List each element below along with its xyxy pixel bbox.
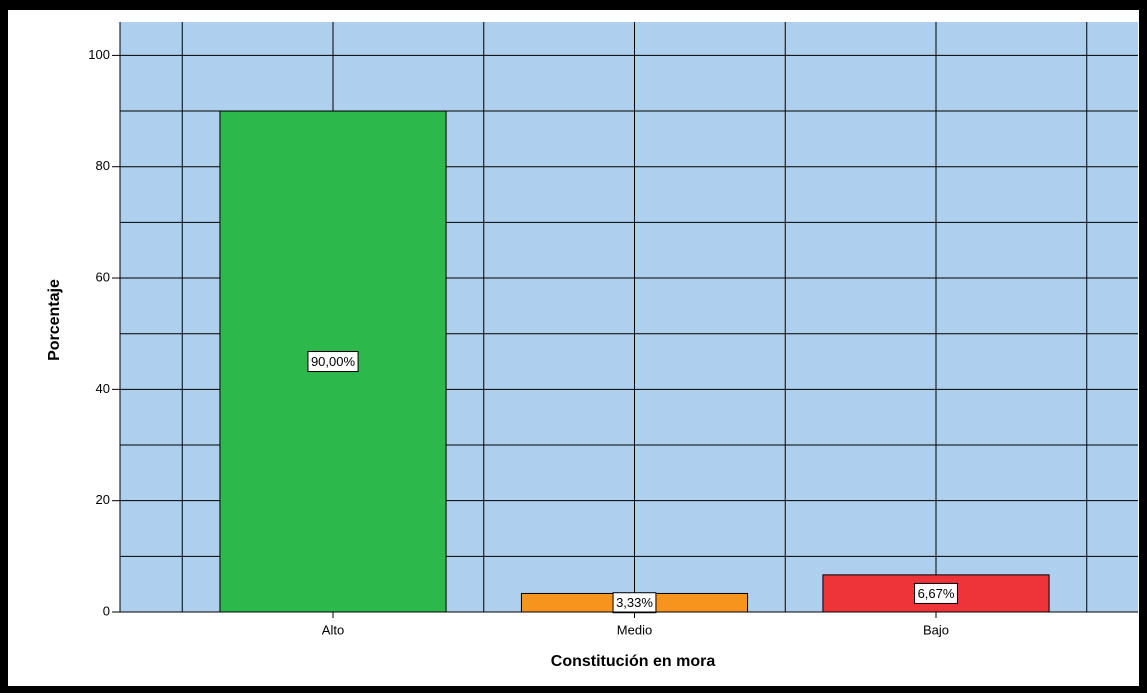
data-label-box: [914, 582, 958, 604]
y-tick-label: 100: [88, 47, 110, 62]
y-tick-label: 60: [96, 269, 110, 284]
x-axis-label: Constitución en mora: [551, 653, 716, 670]
x-tick-label: Medio: [617, 622, 652, 637]
data-label-box: [307, 351, 359, 373]
marks: 90,00% 3,33% 6,67%: [219, 110, 1050, 614]
y-tick-label: 40: [96, 381, 110, 396]
data-label: 3,33%: [616, 595, 653, 610]
data-label: 90,00%: [311, 354, 356, 369]
y-tick-label: 20: [96, 492, 110, 507]
y-axis-label: Porcentaje: [46, 279, 63, 361]
y-tick-label: 80: [96, 158, 110, 173]
x-tick-label: Alto: [322, 622, 344, 637]
x-tick-label: Bajo: [923, 622, 949, 637]
y-tick-label: 0: [103, 603, 110, 618]
data-label: 6,67%: [918, 586, 955, 601]
